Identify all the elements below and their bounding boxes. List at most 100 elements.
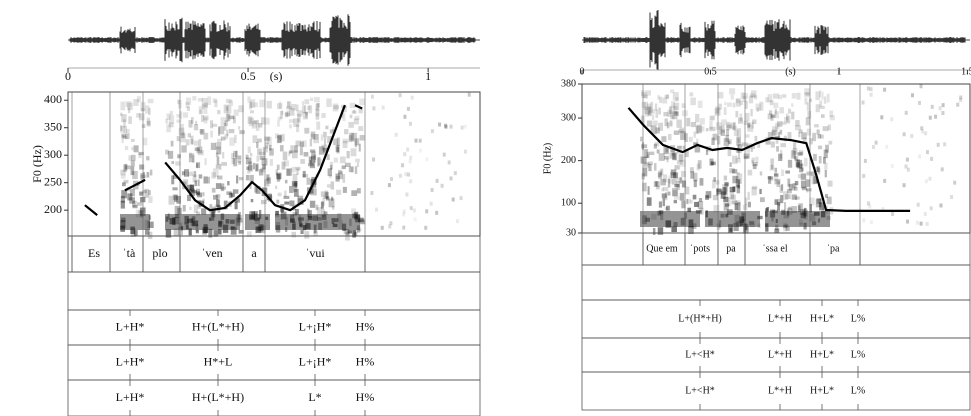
spectrogram-noise: [869, 92, 873, 97]
spectrogram-patch: [656, 149, 660, 154]
spectrogram-patch: [744, 197, 748, 206]
spectrogram-patch: [313, 133, 319, 140]
spectrogram-patch: [136, 113, 141, 118]
spectrogram-patch: [203, 117, 208, 124]
spectrogram-patch: [818, 156, 822, 164]
spectrogram-patch: [192, 220, 199, 227]
formant-band: [245, 214, 270, 230]
spectrogram-patch: [784, 224, 789, 228]
spectrogram-patch: [759, 197, 765, 203]
spectrogram-patch: [698, 126, 705, 132]
spectrogram-patch: [722, 183, 729, 192]
spectrogram-patch: [649, 107, 653, 113]
spectrogram-patch: [751, 121, 755, 129]
spectrogram-patch: [678, 128, 684, 134]
spectrogram-noise: [940, 167, 944, 172]
spectrogram-patch: [330, 181, 335, 190]
spectrogram-patch: [120, 169, 126, 176]
spectrogram-patch: [189, 152, 192, 159]
spectrogram-patch: [767, 176, 772, 184]
spectrogram-patch: [308, 105, 313, 114]
spectrogram-patch: [644, 109, 649, 117]
spectrogram-patch: [767, 94, 773, 103]
spectrogram-patch: [299, 147, 303, 156]
spectrogram-patch: [752, 164, 757, 170]
spectrogram-patch: [729, 88, 736, 95]
spectrogram-patch: [734, 203, 738, 211]
spectrogram-patch: [749, 221, 755, 228]
spectrogram-patch: [238, 229, 244, 234]
spectrogram-patch: [709, 158, 714, 166]
spectrogram-patch: [744, 101, 748, 109]
spectrogram-patch: [794, 125, 801, 131]
formant-band: [165, 214, 240, 230]
spectrogram-patch: [288, 151, 291, 157]
spectrogram-patch: [336, 145, 340, 154]
spectrogram-patch: [204, 102, 209, 108]
spectrogram-patch: [235, 198, 240, 203]
spectrogram-patch: [806, 128, 811, 136]
spectrogram-patch: [191, 155, 195, 163]
spectrogram-patch: [770, 114, 774, 121]
spectrogram-patch: [799, 167, 804, 173]
spectrogram-patch: [187, 133, 191, 138]
spectrogram-noise: [919, 221, 923, 226]
spectrogram-patch: [189, 206, 192, 211]
spectrogram-patch: [226, 105, 232, 114]
spectrogram-patch: [653, 181, 660, 187]
spectrogram-patch: [225, 106, 229, 111]
spectrogram-patch: [711, 179, 716, 189]
spectrogram-patch: [279, 145, 284, 152]
spectrogram-patch: [352, 213, 358, 219]
spectrogram-patch: [672, 92, 679, 101]
spectrogram-patch: [795, 159, 800, 167]
x-tick-label: 0.5: [241, 69, 256, 83]
spectrogram-patch: [207, 96, 212, 105]
spectrogram-patch: [131, 154, 136, 161]
spectrogram-patch: [348, 166, 354, 173]
spectrogram-patch: [799, 164, 802, 170]
spectrogram-noise: [904, 164, 908, 169]
tone-label: H*+L: [204, 354, 233, 368]
spectrogram-patch: [259, 156, 266, 160]
spectrogram-patch: [290, 214, 295, 223]
spectrogram-patch: [780, 149, 783, 159]
spectrogram-patch: [349, 218, 352, 227]
spectrogram-patch: [174, 217, 180, 225]
spectrogram-patch: [645, 217, 651, 222]
spectrogram-patch: [138, 151, 144, 156]
spectrogram-patch: [774, 199, 778, 205]
spectrogram-patch: [648, 163, 652, 172]
spectrogram-patch: [686, 198, 689, 205]
spectrogram-patch: [249, 101, 253, 108]
spectrogram-patch: [724, 181, 729, 187]
spectrogram-patch: [774, 111, 780, 119]
spectrogram-patch: [351, 132, 358, 142]
spectrogram-patch: [672, 188, 678, 197]
spectrogram-patch: [718, 220, 722, 228]
spectrogram-patch: [336, 137, 341, 147]
spectrogram-patch: [720, 129, 726, 137]
spectrogram-patch: [690, 167, 694, 173]
spectrogram-patch: [200, 129, 204, 136]
spectrogram-patch: [209, 120, 214, 129]
spectrogram-patch: [145, 105, 150, 114]
spectrogram-patch: [284, 179, 288, 184]
spectrogram-noise: [930, 156, 934, 161]
spectrogram-patch: [799, 209, 806, 215]
spectrogram-patch: [717, 92, 724, 99]
spectrogram-patch: [258, 169, 264, 176]
spectrogram-patch: [819, 100, 823, 107]
spectrogram-patch: [759, 101, 764, 111]
spectrogram-patch: [661, 136, 667, 143]
spectrogram-patch: [232, 189, 239, 194]
spectrogram-patch: [733, 122, 736, 131]
spectrogram-patch: [736, 172, 740, 176]
spectrogram-patch: [745, 203, 748, 211]
spectrogram-patch: [817, 218, 821, 223]
spectrogram-patch: [215, 183, 222, 189]
spectrogram-patch: [237, 155, 242, 160]
spectrogram-patch: [120, 195, 125, 203]
spectrogram-noise: [374, 207, 378, 212]
spectrogram-patch: [743, 153, 750, 159]
